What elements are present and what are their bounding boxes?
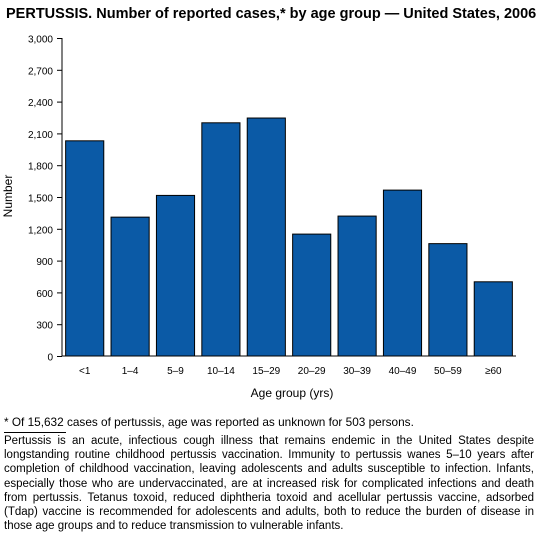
bars — [65, 117, 513, 357]
y-tick-label: 3,000 — [28, 35, 53, 46]
y-tick-label: 0 — [47, 353, 53, 364]
x-tick-label: 40–49 — [389, 366, 417, 377]
x-tick-label: 15–29 — [252, 366, 280, 377]
bar — [473, 281, 513, 357]
x-tick-label: 20–29 — [298, 366, 326, 377]
x-tick-label: 5–9 — [167, 366, 184, 377]
x-tick-label: ≥60 — [485, 366, 502, 377]
bar — [201, 122, 241, 357]
y-tick-label: 600 — [36, 289, 53, 300]
x-tick-label: 30–39 — [343, 366, 371, 377]
y-tick-label: 1,200 — [28, 225, 53, 236]
bar — [337, 215, 377, 357]
y-tick-label: 1,500 — [28, 194, 53, 205]
description-paragraph: Pertussis is an acute, infectious cough … — [4, 435, 534, 533]
y-tick-label: 900 — [36, 257, 53, 268]
bar — [428, 243, 468, 357]
y-tick-label: 300 — [36, 321, 53, 332]
y-tick-label: 1,800 — [28, 162, 53, 173]
bar — [155, 194, 196, 357]
x-tick-label: 1–4 — [122, 366, 139, 377]
bar — [382, 189, 423, 357]
y-axis-label: Number — [1, 175, 15, 218]
x-tick-label: <1 — [79, 366, 91, 377]
y-tick-label: 2,700 — [28, 66, 53, 77]
bar — [65, 140, 105, 357]
bar-chart: 0 300 600 900 1,200 1,500 1,800 2,100 2,400 2,700… — [1, 35, 516, 400]
bar — [292, 233, 332, 357]
y-tick-label: 2,100 — [28, 130, 53, 141]
y-tick-label: 2,400 — [28, 98, 53, 109]
bar — [110, 216, 150, 357]
x-axis: <1 1–4 5–9 10–14 15–29 20–29 30–39 40–49 50–59 ≥6… — [62, 355, 516, 377]
footnote-divider — [4, 432, 66, 433]
x-tick-label: 10–14 — [207, 366, 235, 377]
x-axis-label: Age group (yrs) — [251, 386, 334, 400]
chart-title: PERTUSSIS. Number of reported cases,* by… — [6, 6, 537, 22]
y-axis: 0 300 600 900 1,200 1,500 1,800 2,100 2,400 2,700… — [28, 35, 63, 364]
x-tick-label: 50–59 — [434, 366, 462, 377]
bar — [246, 117, 286, 357]
footnote: * Of 15,632 cases of pertussis, age was … — [4, 415, 414, 429]
